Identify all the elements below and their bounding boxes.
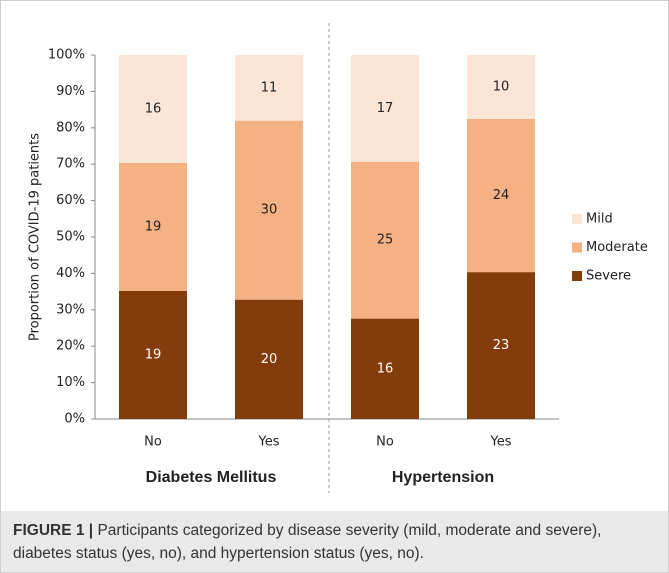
y-tick-label: 50% xyxy=(56,230,85,245)
data-label: 11 xyxy=(261,80,278,95)
data-label: 10 xyxy=(493,79,510,94)
bar-segment xyxy=(119,55,187,163)
data-label: 30 xyxy=(261,203,278,218)
y-tick-label: 20% xyxy=(56,339,85,354)
bar-segment xyxy=(351,55,419,162)
group-label: Diabetes Mellitus xyxy=(146,469,277,486)
bar-segment xyxy=(351,161,419,319)
bar-segment xyxy=(467,118,535,273)
legend-swatch xyxy=(572,242,582,253)
bar-segment xyxy=(467,272,535,419)
bar-segment xyxy=(235,120,303,300)
y-axis-label: Proportion of COVID-19 patients xyxy=(28,133,43,341)
bar-segment xyxy=(467,55,535,119)
data-label: 16 xyxy=(377,361,394,376)
y-tick-label: 10% xyxy=(56,375,85,390)
x-tick-label: No xyxy=(376,435,394,450)
bar-segment xyxy=(235,299,303,419)
legend-label: Severe xyxy=(586,269,631,284)
y-tick-label: 80% xyxy=(56,120,85,135)
y-tick-label: 100% xyxy=(48,48,85,63)
bar-segment xyxy=(119,162,187,291)
legend-swatch xyxy=(572,214,582,224)
data-label: 19 xyxy=(145,219,162,234)
caption-text: Participants categorized by disease seve… xyxy=(13,522,602,562)
y-tick-label: 30% xyxy=(56,302,85,317)
y-tick-label: 60% xyxy=(56,193,85,208)
data-label: 20 xyxy=(261,352,278,367)
y-tick-label: 70% xyxy=(56,157,85,172)
data-label: 16 xyxy=(145,101,162,116)
legend-label: Mild xyxy=(586,212,613,227)
caption-label: FIGURE 1 | xyxy=(13,522,94,539)
data-label: 19 xyxy=(145,347,162,362)
bar-segment xyxy=(351,318,419,419)
data-label: 23 xyxy=(493,338,510,353)
caption: FIGURE 1 | Participants categorized by d… xyxy=(1,511,668,572)
y-tick-label: 90% xyxy=(56,84,85,99)
chart: Proportion of COVID-19 patients 0% 10% 20%… xyxy=(28,23,648,493)
data-label: 17 xyxy=(377,101,394,116)
bar-segment xyxy=(119,290,187,419)
x-tick-label: No xyxy=(144,435,162,450)
bar-segment xyxy=(235,55,303,121)
y-tick-label: 0% xyxy=(64,412,85,427)
legend-swatch xyxy=(572,271,582,281)
data-label: 24 xyxy=(493,188,510,203)
y-tick-label: 40% xyxy=(56,266,85,281)
group-label: Hypertension xyxy=(392,469,494,486)
x-tick-label: Yes xyxy=(258,435,280,450)
data-label: 25 xyxy=(377,233,394,248)
x-tick-label: Yes xyxy=(490,435,512,450)
legend-label: Moderate xyxy=(586,240,648,255)
